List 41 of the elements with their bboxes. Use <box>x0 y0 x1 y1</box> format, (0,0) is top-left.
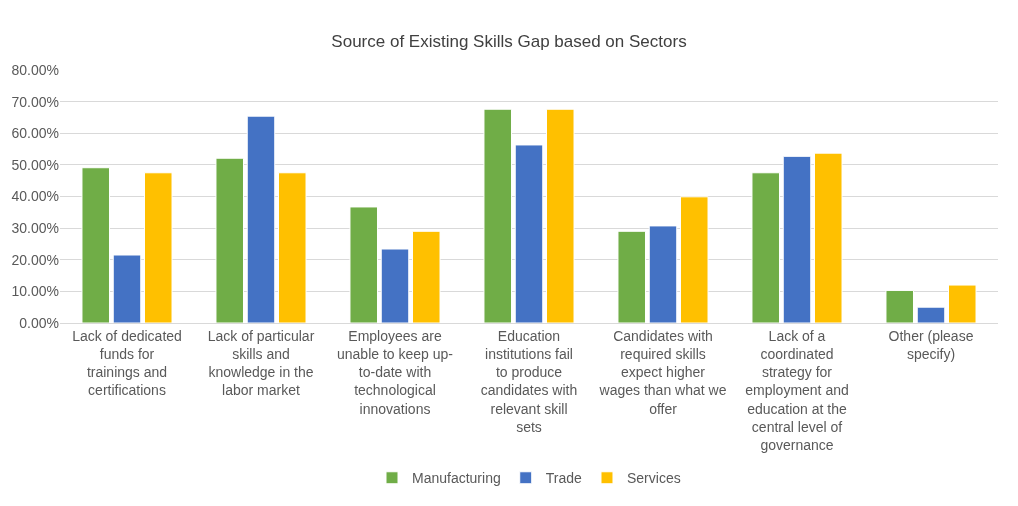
x-tick-label: Candidates with required skills expect higher wages than what we offer <box>598 327 727 417</box>
y-tick-label: 70.00% <box>11 93 59 110</box>
y-tick-label: 10.00% <box>11 283 59 300</box>
bar <box>916 306 946 323</box>
y-tick-label: 0.00% <box>19 314 59 331</box>
bar <box>814 152 843 323</box>
legend-label: Manufacturing <box>412 470 501 487</box>
x-tick-label: Other (please specify) <box>888 327 974 362</box>
x-tick-label: Lack of dedicated funds for trainings and certifications <box>72 327 182 399</box>
y-tick-label: 40.00% <box>11 188 59 205</box>
chart-title: Source of Existing Skills Gap based on Sectors <box>331 32 687 52</box>
bar <box>782 155 812 323</box>
y-tick-label: 20.00% <box>11 251 59 268</box>
bar <box>380 248 410 323</box>
bar <box>278 172 307 323</box>
x-tick-label: Education institutions fail to produce candidates with relevant skill sets <box>480 327 578 435</box>
x-tick-label: Lack of particular skills and knowledge in the labor market <box>207 327 315 399</box>
bar <box>514 144 544 323</box>
bar <box>751 172 780 323</box>
bar <box>617 230 646 323</box>
bar <box>546 108 575 323</box>
bar <box>246 115 276 323</box>
bar <box>680 196 709 323</box>
y-tick-label: 80.00% <box>11 61 59 78</box>
bar <box>81 167 110 323</box>
y-tick-label: 30.00% <box>11 220 59 237</box>
bar <box>648 225 678 323</box>
bar <box>215 157 244 323</box>
y-tick-label: 60.00% <box>11 125 59 142</box>
bar <box>885 289 914 323</box>
x-tick-label: Employees are unable to keep up-to-date with technological innovations <box>337 327 454 417</box>
bar <box>483 108 512 323</box>
bar <box>948 284 977 323</box>
y-tick-label: 50.00% <box>11 156 59 173</box>
x-tick-label: Lack of a coordinated strategy for employment and education at the central level of governance <box>745 327 849 453</box>
legend-label: Trade <box>545 470 582 487</box>
bar <box>144 172 173 323</box>
bar <box>412 230 441 323</box>
bar <box>112 254 142 323</box>
bar <box>349 206 378 323</box>
legend-label: Services <box>626 470 681 487</box>
